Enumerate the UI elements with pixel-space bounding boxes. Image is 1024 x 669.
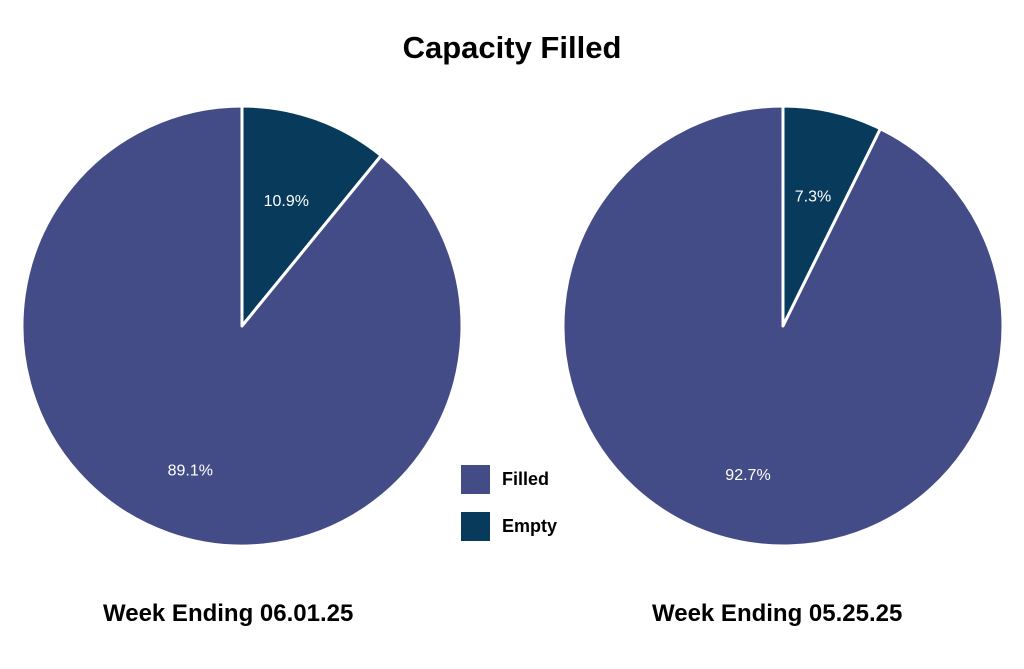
legend: Filled Empty: [461, 465, 557, 559]
pie-slice-filled: [20, 104, 464, 548]
week-label-06-01-25: Week Ending 06.01.25: [103, 600, 354, 627]
chart-title: Capacity Filled: [402, 30, 622, 65]
pie-slice-empty: [781, 104, 882, 328]
pie-svg-week-06-01-25: 10.9% 89.1%: [20, 104, 464, 548]
week-label-05-25-25: Week Ending 05.25.25: [652, 600, 903, 627]
legend-swatch-empty: [461, 512, 490, 541]
pie-chart-week-05-25-25: 7.3% 92.7%: [561, 104, 1005, 548]
pie-slice-empty: [240, 104, 383, 328]
slice-label-empty: 7.3%: [795, 189, 831, 206]
legend-label-filled: Filled: [502, 469, 550, 489]
legend-item-empty: Empty: [461, 512, 557, 541]
pie-slice-filled: [561, 104, 1005, 548]
slice-label-empty: 10.9%: [264, 193, 309, 210]
legend-swatch-filled: [461, 465, 490, 494]
legend-label-empty: Empty: [502, 516, 558, 536]
pie-chart-week-06-01-25: 10.9% 89.1%: [20, 104, 464, 548]
slice-label-filled: 92.7%: [725, 467, 770, 484]
pie-svg-week-05-25-25: 7.3% 92.7%: [561, 104, 1005, 548]
slice-label-filled: 89.1%: [168, 462, 213, 479]
legend-item-filled: Filled: [461, 465, 557, 494]
